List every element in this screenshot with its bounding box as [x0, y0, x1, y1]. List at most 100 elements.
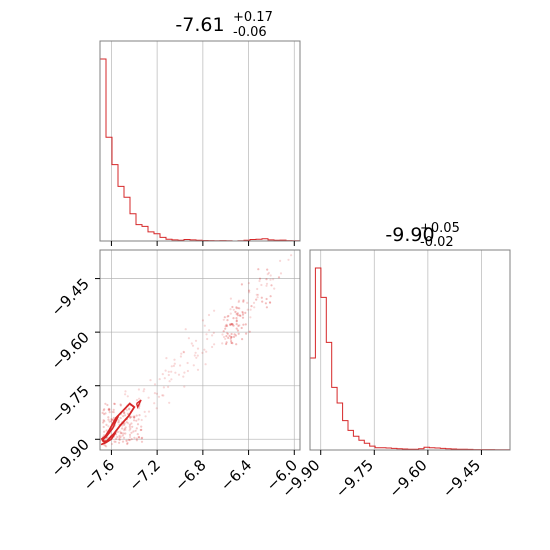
joint-scatter-point-276 — [108, 420, 111, 423]
joint-scatter-point-176 — [230, 323, 233, 326]
joint-scatter-point-355 — [126, 441, 129, 445]
joint-scatter-point-297 — [102, 419, 105, 422]
joint-scatter-point-47 — [122, 429, 126, 432]
joint-scatter-point-180 — [236, 314, 239, 317]
joint-scatter-point-178 — [232, 335, 236, 338]
joint-scatter-point-224 — [234, 334, 237, 337]
joint-scatter-point-108 — [269, 274, 272, 277]
joint-scatter-point-80 — [256, 287, 259, 291]
joint-scatter-point-259 — [112, 416, 115, 419]
joint-scatter-point-117 — [222, 335, 226, 339]
joint-scatter-point-347 — [129, 416, 132, 419]
joint-scatter-point-56 — [143, 410, 146, 413]
joint-scatter-point-211 — [235, 323, 238, 326]
joint-scatter-point-34 — [247, 282, 250, 285]
joint-scatter-point-113 — [119, 435, 122, 438]
joint-scatter-point-287 — [128, 425, 131, 428]
joint-scatter-point-197 — [223, 316, 226, 319]
joint-scatter-point-146 — [140, 418, 143, 422]
joint-scatter-point-344 — [118, 438, 121, 441]
joint-scatter-point-299 — [136, 433, 139, 436]
joint-scatter-point-214 — [241, 310, 244, 314]
joint-scatter-point-48 — [135, 398, 139, 402]
joint-scatter-point-185 — [237, 324, 240, 327]
joint-scatter-point-268 — [128, 433, 132, 436]
joint-scatter-point-2 — [208, 329, 211, 332]
joint-scatter-point-95 — [125, 409, 128, 412]
joint-scatter-point-75 — [119, 430, 122, 433]
joint-scatter-point-115 — [164, 369, 167, 372]
joint-scatter-point-209 — [227, 336, 230, 339]
joint-scatter-point-116 — [229, 308, 232, 311]
joint-scatter-point-334 — [121, 440, 125, 443]
joint-scatter-point-281 — [119, 404, 122, 407]
joint-scatter-point-142 — [124, 390, 127, 393]
joint-scatter-point-237 — [266, 268, 269, 271]
joint-scatter-point-216 — [240, 283, 243, 286]
joint-scatter-point-285 — [122, 415, 125, 418]
joint-scatter-point-181 — [230, 335, 233, 339]
joint-scatter-point-319 — [116, 435, 119, 439]
joint-scatter-point-36 — [117, 419, 121, 422]
joint-scatter-point-58 — [204, 363, 207, 366]
joint-scatter-point-359 — [121, 427, 124, 430]
joint-scatter-point-201 — [232, 324, 235, 327]
joint-scatter-point-204 — [226, 319, 229, 322]
joint-scatter-point-356 — [118, 436, 121, 439]
joint-scatter-point-59 — [144, 415, 147, 418]
joint-scatter-point-29 — [232, 308, 235, 311]
hist-param2-lower: -0.02 — [420, 235, 454, 250]
joint-scatter-point-349 — [102, 409, 105, 412]
joint-scatter-point-269 — [108, 411, 111, 414]
joint-scatter-point-263 — [107, 408, 110, 411]
joint-scatter-point-283 — [112, 408, 115, 411]
joint-scatter-point-54 — [165, 357, 168, 360]
joint-scatter-point-18 — [213, 309, 216, 312]
joint-scatter-point-175 — [230, 322, 233, 326]
joint-scatter-point-37 — [172, 364, 175, 367]
joint-scatter-point-147 — [234, 310, 237, 313]
joint-scatter-point-65 — [143, 388, 146, 391]
joint-scatter-point-238 — [257, 268, 260, 271]
joint-scatter-point-23 — [183, 385, 186, 388]
joint-scatter-point-158 — [125, 439, 128, 442]
joint-scatter-point-309 — [113, 402, 116, 405]
joint-scatter-point-130 — [222, 318, 225, 321]
joint-scatter-point-132 — [192, 364, 195, 367]
hist-param2-upper: +0.05 — [420, 221, 460, 236]
joint-scatter-point-220 — [248, 289, 251, 292]
joint-scatter-point-280 — [121, 434, 124, 437]
joint-scatter-point-12 — [221, 333, 224, 336]
joint-scatter-point-260 — [132, 430, 135, 433]
joint-scatter-point-305 — [101, 411, 104, 414]
joint-scatter-point-88 — [256, 296, 259, 299]
joint-scatter-point-122 — [128, 408, 131, 411]
joint-scatter-point-323 — [135, 427, 138, 430]
joint-scatter-point-38 — [191, 344, 195, 347]
joint-scatter-point-277 — [124, 414, 127, 417]
joint-scatter-point-206 — [231, 323, 234, 326]
joint-scatter-point-325 — [133, 415, 136, 418]
joint-scatter-point-254 — [103, 413, 106, 416]
joint-scatter-point-362 — [135, 419, 138, 422]
joint-scatter-point-217 — [236, 312, 239, 315]
joint-scatter-point-245 — [140, 437, 143, 440]
joint-scatter-point-190 — [235, 306, 238, 309]
joint-scatter-point-50 — [238, 324, 241, 327]
joint-scatter-point-218 — [241, 316, 245, 319]
joint-scatter-point-22 — [124, 428, 127, 431]
joint-scatter-point-230 — [241, 313, 245, 316]
joint-scatter-point-79 — [290, 254, 293, 257]
joint-scatter-point-232 — [265, 297, 268, 301]
joint-scatter-point-308 — [104, 412, 107, 415]
joint-scatter-point-17 — [147, 396, 150, 399]
joint-scatter-point-239 — [261, 300, 264, 303]
joint-scatter-point-208 — [229, 323, 232, 326]
joint-scatter-point-247 — [128, 439, 131, 442]
joint-scatter-point-182 — [230, 340, 233, 343]
joint-scatter-point-118 — [114, 440, 117, 443]
joint-grid — [100, 250, 300, 450]
joint-scatter-point-335 — [106, 403, 109, 407]
joint-scatter-point-320 — [133, 419, 136, 422]
hist-param2-xtick-label-1: −9.75 — [332, 456, 377, 501]
